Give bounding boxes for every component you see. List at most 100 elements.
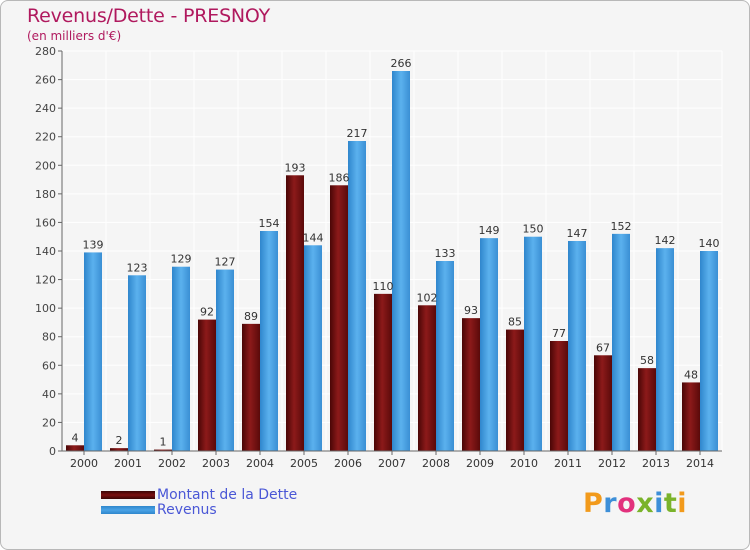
data-label-dette: 4: [72, 431, 79, 444]
data-label-dette: 93: [464, 304, 478, 317]
data-label-revenus: 144: [303, 231, 324, 244]
data-label-revenus: 149: [479, 224, 500, 237]
y-tick-label: 60: [42, 359, 56, 372]
y-tick-label: 100: [35, 302, 56, 315]
bar-dette: [110, 448, 128, 451]
bar-dette: [550, 341, 568, 451]
legend-item-debt: Montant de la Dette: [101, 486, 298, 503]
y-tick-label: 20: [42, 416, 56, 429]
bar-dette: [506, 329, 524, 451]
logo-letter: o: [617, 488, 637, 519]
data-label-revenus: 123: [127, 261, 148, 274]
data-label-revenus: 154: [259, 217, 280, 230]
data-label-dette: 186: [329, 171, 350, 184]
data-label-dette: 67: [596, 341, 610, 354]
bar-revenus: [348, 141, 366, 451]
data-label-dette: 48: [684, 368, 698, 381]
data-label-revenus: 129: [171, 253, 192, 266]
data-label-dette: 102: [417, 291, 438, 304]
bar-dette: [638, 368, 656, 451]
data-label-dette: 92: [200, 306, 214, 319]
x-tick-label: 2000: [70, 457, 98, 470]
bar-revenus: [392, 71, 410, 451]
legend-swatch-debt: [101, 490, 155, 499]
bar-revenus: [700, 251, 718, 451]
y-tick-label: 140: [35, 245, 56, 258]
y-tick-label: 220: [35, 131, 56, 144]
data-label-dette: 77: [552, 327, 566, 340]
x-tick-label: 2011: [554, 457, 582, 470]
data-label-dette: 1: [160, 436, 167, 449]
bar-revenus: [128, 275, 146, 451]
logo-letter: P: [583, 488, 604, 519]
bar-dette: [682, 382, 700, 451]
data-label-revenus: 266: [391, 57, 412, 70]
bar-revenus: [480, 238, 498, 451]
data-label-revenus: 150: [523, 223, 544, 236]
x-tick-label: 2003: [202, 457, 230, 470]
bar-revenus: [524, 236, 542, 451]
data-label-revenus: 147: [567, 227, 588, 240]
y-tick-label: 120: [35, 274, 56, 287]
logo-letter: i: [677, 488, 688, 519]
bar-dette: [462, 318, 480, 451]
data-label-revenus: 152: [611, 220, 632, 233]
logo-letter: i: [654, 488, 664, 519]
x-tick-label: 2009: [466, 457, 494, 470]
x-tick-label: 2006: [334, 457, 362, 470]
legend-swatch-revenus: [101, 505, 155, 514]
legend: Montant de la Dette Revenus: [101, 486, 298, 518]
x-tick-label: 2002: [158, 457, 186, 470]
bar-dette: [154, 449, 172, 451]
y-tick-label: 200: [35, 159, 56, 172]
bar-dette: [66, 445, 84, 451]
y-tick-label: 260: [35, 74, 56, 87]
bar-dette: [286, 175, 304, 452]
data-label-dette: 193: [285, 161, 306, 174]
bar-revenus: [84, 252, 102, 451]
data-label-revenus: 142: [655, 234, 676, 247]
bar-dette: [594, 355, 612, 451]
y-tick-label: 40: [42, 388, 56, 401]
x-tick-label: 2001: [114, 457, 142, 470]
x-tick-label: 2005: [290, 457, 318, 470]
legend-label-debt: Montant de la Dette: [157, 486, 298, 503]
legend-item-revenus: Revenus: [101, 501, 297, 518]
data-label-dette: 58: [640, 354, 654, 367]
bar-dette: [374, 293, 392, 451]
x-tick-label: 2004: [246, 457, 274, 470]
bar-revenus: [612, 233, 630, 451]
x-tick-label: 2010: [510, 457, 538, 470]
data-label-dette: 110: [373, 280, 394, 293]
logo-letter: t: [663, 488, 678, 519]
y-tick-label: 80: [42, 331, 56, 344]
bar-revenus: [260, 231, 278, 451]
y-tick-label: 280: [35, 45, 56, 58]
bar-revenus: [172, 266, 190, 451]
bar-revenus: [436, 261, 454, 451]
data-label-dette: 85: [508, 316, 522, 329]
bar-revenus: [216, 269, 234, 451]
bar-revenus: [656, 248, 674, 451]
legend-label-revenus: Revenus: [157, 501, 217, 518]
data-label-dette: 2: [116, 434, 123, 447]
x-tick-label: 2014: [686, 457, 714, 470]
logo-letter: r: [603, 488, 618, 519]
data-label-revenus: 133: [435, 247, 456, 260]
x-tick-label: 2008: [422, 457, 450, 470]
data-label-revenus: 140: [699, 237, 720, 250]
bar-revenus: [304, 245, 322, 451]
data-label-revenus: 127: [215, 256, 236, 269]
bar-dette: [242, 323, 260, 451]
x-tick-label: 2007: [378, 457, 406, 470]
x-tick-label: 2012: [598, 457, 626, 470]
bar-dette: [330, 185, 348, 452]
y-tick-label: 160: [35, 216, 56, 229]
chart-subtitle: (en milliers d'€): [27, 29, 122, 43]
bar-dette: [198, 319, 216, 451]
bar-dette: [418, 305, 436, 451]
logo-letter: x: [636, 488, 655, 519]
data-label-revenus: 139: [83, 238, 104, 251]
